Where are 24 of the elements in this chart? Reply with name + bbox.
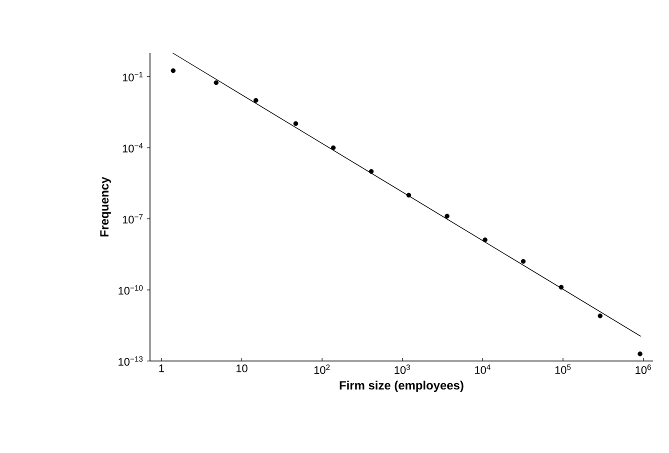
point xyxy=(598,314,603,318)
point xyxy=(558,284,564,290)
y-tick-label: 10$^{−13}$ xyxy=(118,356,143,366)
y-axis-title: Frequency xyxy=(100,176,111,236)
x-tick-label: 10$^{5}$ xyxy=(555,364,571,374)
point xyxy=(482,237,488,242)
x-tick-label: 10$^{6}$ xyxy=(636,364,651,374)
x-tick-label: 10$^{2}$ xyxy=(314,364,330,374)
point xyxy=(520,259,526,264)
y-tick-label: 10$^{−4}$ xyxy=(122,143,143,152)
point xyxy=(406,192,412,198)
point xyxy=(330,145,336,150)
x-tick-label: 10 xyxy=(236,364,248,372)
point xyxy=(444,214,450,219)
x-axis-title: Firm size (employees) xyxy=(340,380,464,392)
x-tick-label: 10$^{4}$ xyxy=(475,364,490,374)
point xyxy=(254,98,258,103)
y-tick-label: 10$^{−7}$ xyxy=(122,214,143,224)
y-tick-label: 10$^{−10}$ xyxy=(118,285,143,295)
x-tick-label: 1 xyxy=(159,364,164,372)
point xyxy=(214,80,219,86)
point xyxy=(368,169,374,174)
x-tick-label: 10$^{3}$ xyxy=(394,364,410,374)
y-tick-label: 10$^{−1}$ xyxy=(122,72,143,82)
